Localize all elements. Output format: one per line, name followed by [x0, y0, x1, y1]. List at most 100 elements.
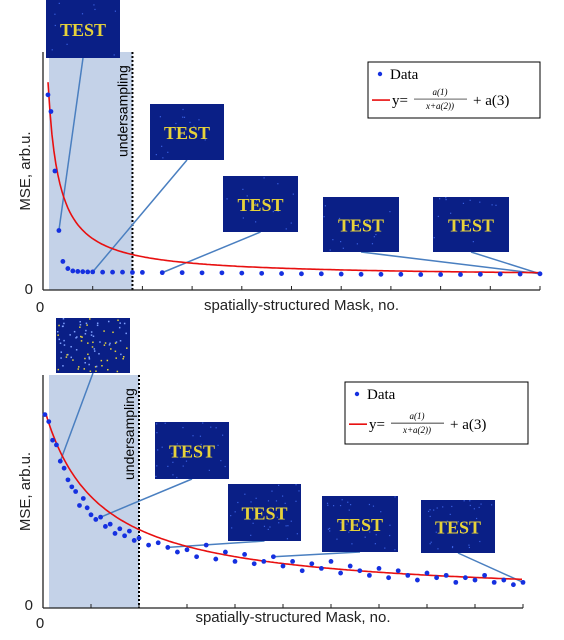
- thumbnail-noise-pixel: [491, 504, 493, 506]
- data-point: [65, 266, 71, 271]
- data-point: [395, 568, 401, 574]
- data-point: [98, 514, 103, 520]
- thumbnail-noise-pixel: [62, 365, 64, 367]
- y-axis-label: MSE, arb.u.: [17, 452, 34, 531]
- data-point: [418, 272, 424, 277]
- thumbnail-noise-pixel: [250, 501, 252, 503]
- legend-box: [344, 381, 529, 445]
- thumbnail-noise-pixel: [255, 497, 257, 499]
- thumbnail-noise-pixel: [96, 322, 99, 325]
- thumbnail-noise-pixel: [95, 370, 97, 372]
- thumbnail-noise-pixel: [115, 357, 117, 359]
- data-point: [213, 556, 219, 562]
- data-point: [434, 575, 439, 581]
- data-point: [50, 437, 55, 443]
- thumbnail-noise-pixel: [159, 116, 161, 118]
- thumbnail-noise-pixel: [254, 202, 257, 204]
- thumbnail-noise-pixel: [284, 502, 286, 504]
- thumbnail-noise-pixel: [285, 525, 287, 527]
- thumbnail-noise-pixel: [185, 460, 188, 462]
- thumbnail-noise-pixel: [93, 348, 96, 350]
- thumbnail-noise-pixel: [122, 357, 124, 360]
- thumbnail-noise-pixel: [442, 506, 444, 508]
- thumbnail-noise-pixel: [475, 517, 478, 520]
- thumbnail-background: [46, 0, 120, 58]
- thumbnail-noise-pixel: [342, 247, 344, 249]
- data-point: [458, 272, 463, 277]
- thumbnail-background: [223, 176, 298, 232]
- reconstruction-thumbnail: TEST: [223, 176, 298, 232]
- thumbnail-noise-pixel: [63, 339, 65, 342]
- thumbnail-noise-pixel: [117, 319, 119, 322]
- thumbnail-noise-pixel: [77, 366, 80, 368]
- thumbnail-noise-pixel: [468, 218, 470, 221]
- thumbnail-noise-pixel: [347, 501, 349, 503]
- thumbnail-noise-pixel: [290, 222, 292, 224]
- thumbnail-noise-pixel: [183, 116, 186, 118]
- thumbnail-noise-pixel: [495, 204, 497, 206]
- thumbnail-noise-pixel: [435, 531, 437, 533]
- thumbnail-noise-pixel: [113, 54, 115, 56]
- data-point: [85, 269, 91, 275]
- thumbnail-noise-pixel: [446, 520, 448, 522]
- thumbnail-noise-pixel: [394, 496, 396, 498]
- data-point: [251, 561, 257, 567]
- undersampling-label: undersampling: [121, 388, 137, 480]
- thumbnail-noise-pixel: [433, 509, 435, 511]
- thumbnail-noise-pixel: [380, 511, 382, 513]
- legend-fit-suffix: + a(3): [450, 417, 486, 433]
- thumbnail-noise-pixel: [246, 195, 248, 197]
- data-point: [239, 270, 245, 276]
- data-point: [122, 533, 127, 539]
- thumbnail-noise-pixel: [244, 493, 246, 495]
- thumbnail-noise-pixel: [112, 331, 114, 334]
- thumbnail-noise-pixel: [338, 217, 341, 220]
- data-point: [70, 268, 76, 274]
- thumbnail-noise-pixel: [94, 8, 96, 11]
- thumbnail-noise-pixel: [339, 504, 342, 507]
- thumbnail-noise-pixel: [67, 353, 69, 356]
- legend-marker-data: [377, 71, 383, 77]
- data-point: [65, 477, 71, 483]
- data-point: [501, 577, 507, 583]
- thumbnail-noise-pixel: [89, 370, 92, 372]
- y-tick-label: 0: [25, 597, 33, 614]
- thumbnail-noise-pixel: [374, 543, 376, 545]
- thumbnail-background: [433, 197, 509, 252]
- thumbnail-noise-pixel: [88, 356, 90, 358]
- thumbnail-noise-pixel: [329, 530, 331, 532]
- data-point: [126, 528, 132, 534]
- y-axis-label: MSE, arb.u.: [17, 131, 34, 210]
- thumbnail-noise-pixel: [63, 344, 66, 346]
- thumbnail-background: [155, 422, 229, 479]
- thumbnail-noise-pixel: [66, 354, 68, 356]
- thumbnail-noise-pixel: [156, 423, 158, 425]
- thumbnail-noise-pixel: [445, 197, 447, 199]
- data-point: [130, 269, 135, 275]
- legend-box: [367, 61, 541, 119]
- thumbnail-noise-pixel: [54, 24, 56, 27]
- thumbnail-noise-pixel: [220, 459, 222, 462]
- thumbnail-noise-pixel: [57, 368, 60, 371]
- thumbnail-noise-pixel: [366, 221, 368, 224]
- thumbnail-noise-pixel: [269, 526, 271, 528]
- data-point: [73, 489, 79, 494]
- thumbnail-noise-pixel: [91, 346, 94, 348]
- thumbnail-noise-pixel: [90, 331, 93, 333]
- data-point: [376, 565, 382, 571]
- undersampling-region: [49, 375, 139, 608]
- thumbnail-noise-pixel: [172, 461, 174, 463]
- thumbnail-noise-pixel: [59, 342, 62, 345]
- thumbnail-noise-pixel: [277, 210, 279, 212]
- data-point: [517, 271, 523, 277]
- thumbnail-noise-pixel: [217, 444, 219, 446]
- data-point: [271, 554, 276, 560]
- data-point: [61, 465, 67, 471]
- thumbnail-noise-pixel: [90, 334, 93, 336]
- reconstruction-thumbnail: TEST: [155, 422, 229, 479]
- data-point: [165, 545, 171, 550]
- thumbnail-noise-pixel: [429, 543, 431, 545]
- data-point: [219, 270, 225, 276]
- data-point: [520, 579, 526, 585]
